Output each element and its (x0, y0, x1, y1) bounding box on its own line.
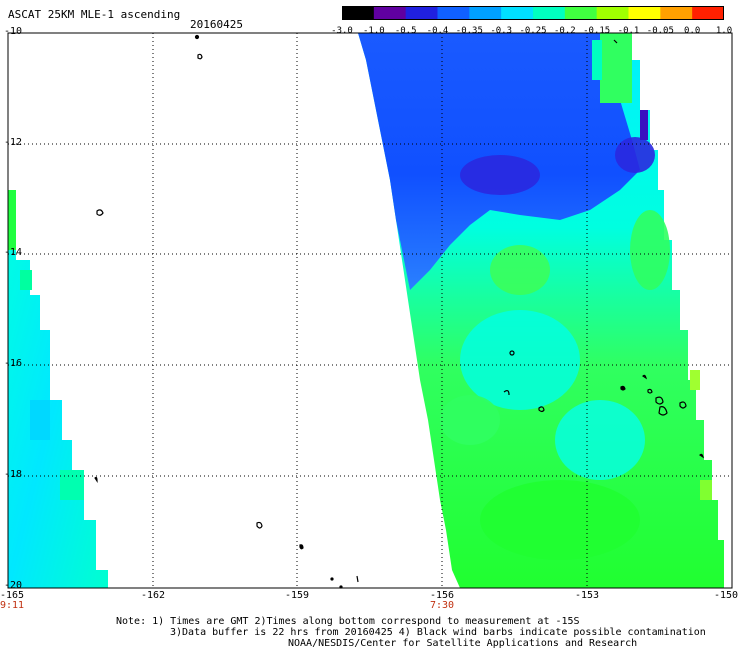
colorbar-tick-label: -0.4 (426, 26, 449, 36)
lon-label: -165 (0, 590, 25, 601)
colorbar-tick-label: -0.3 (490, 26, 512, 36)
lat-label: -10 (4, 26, 23, 37)
swath-time-left: 9:11 (0, 600, 25, 611)
lat-label: -16 (4, 358, 23, 369)
left-swath (8, 190, 108, 588)
colorbar-segment (628, 6, 661, 20)
colorbar-segment (660, 6, 693, 20)
colorbar-tick-label: -3.0 (331, 26, 353, 36)
colorbar-segment (533, 6, 566, 20)
colorbar-segment (501, 6, 534, 20)
colorbar-segment (469, 6, 502, 20)
colorbar-segment (692, 6, 724, 20)
colorbar-tick-label: -0.1 (617, 26, 640, 36)
colorbar-tick-label: -0.35 (455, 26, 483, 36)
colorbar-segment (405, 6, 438, 20)
colorbar-frame (342, 6, 724, 20)
colorbar-tick-label: -0.15 (583, 26, 611, 36)
lat-label: -12 (4, 137, 23, 148)
lon-label: -153 (574, 590, 600, 601)
colorbar-segment (342, 6, 375, 20)
right-swath (358, 33, 724, 588)
swath-time-right: 7:30 (429, 600, 455, 611)
lat-label: -14 (4, 247, 23, 258)
colorbar-segment (437, 6, 470, 20)
colorbar-segment (564, 6, 598, 20)
colorbar-tick-label: -0.25 (519, 26, 547, 36)
lat-label: -18 (4, 469, 23, 480)
chart-date: 20160425 (190, 18, 243, 31)
lon-label: -156 (429, 590, 455, 601)
note-line-3: NOAA/NESDIS/Center for Satellite Applica… (288, 638, 638, 649)
colorbar-tick-label: -0.5 (394, 26, 417, 36)
islands (94, 34, 704, 589)
lon-label: -162 (140, 590, 166, 601)
lon-label: -159 (284, 590, 310, 601)
colorbar-tick-label: 1.0 (715, 26, 733, 36)
lat-label: -20 (4, 580, 23, 591)
lon-label: -150 (713, 590, 739, 601)
colorbar (342, 6, 724, 20)
colorbar-tick-label: -1.0 (362, 26, 385, 36)
chart-title: ASCAT 25KM MLE-1 ascending (8, 8, 181, 21)
colorbar-segment (373, 6, 407, 20)
colorbar-tick-label: -0.05 (646, 26, 674, 36)
colorbar-tick-label: -0.2 (553, 26, 576, 36)
note-line-2: 3)Data buffer is 22 hrs from 20160425 4)… (170, 627, 706, 638)
colorbar-tick-label: 0.0 (684, 26, 701, 36)
plot-frame (7, 32, 733, 589)
note-line-1: Note: 1) Times are GMT 2)Times along bot… (116, 616, 580, 627)
colorbar-segment (596, 6, 629, 20)
